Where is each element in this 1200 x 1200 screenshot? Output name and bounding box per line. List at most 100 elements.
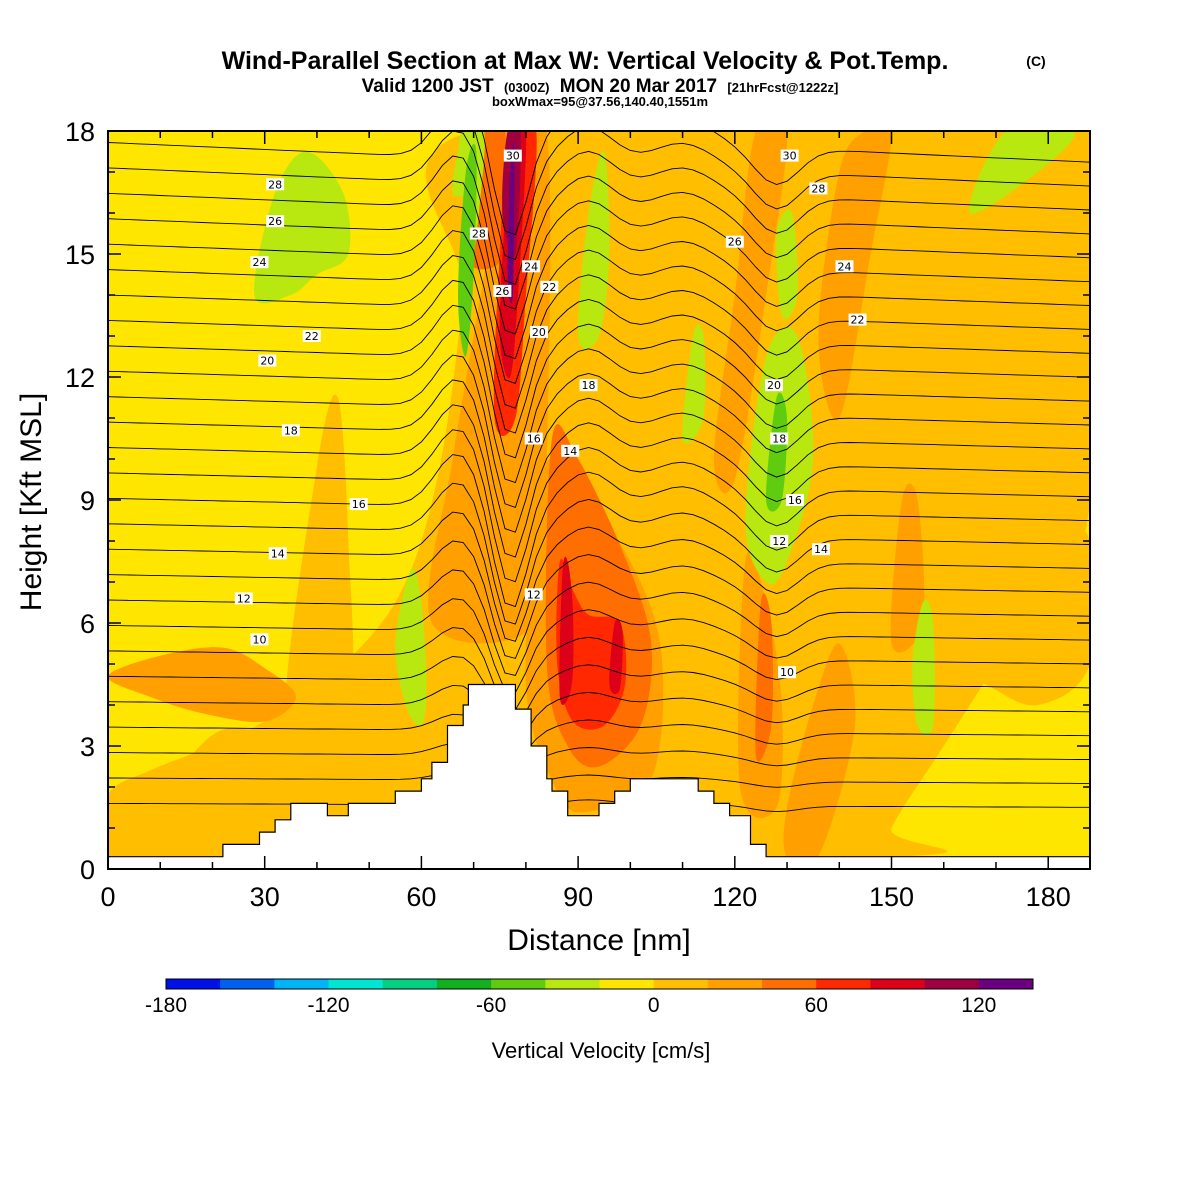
theta-label: 20: [258, 354, 277, 368]
plot-area: 30 28 26 24 22 20 18 16 14 12 28 26 24 22 20 18 16 14 12 10…: [108, 131, 1090, 869]
theta-label: 12: [234, 592, 253, 605]
colorbar-swatch: [816, 979, 871, 989]
theta-label: 18: [770, 432, 789, 446]
theta-label-text: 12: [237, 592, 251, 605]
theta-label-text: 10: [780, 666, 794, 679]
colorbar-tick-label: 0: [648, 994, 660, 1017]
theta-contour-line: [108, 540, 1090, 659]
colorbar-frame: [165, 978, 1034, 990]
theta-label-text: 26: [268, 215, 282, 228]
colorbar-tick-label: -180: [145, 994, 187, 1017]
theta-label: 14: [811, 543, 830, 556]
colorbar-swatch: [491, 979, 546, 989]
velocity-region: [890, 483, 925, 653]
theta-label: 28: [469, 227, 488, 241]
velocity-region: [284, 394, 354, 745]
colorbar-swatch: [599, 979, 655, 989]
y-tick-label: 0: [80, 855, 95, 885]
y-tick-label: 15: [65, 240, 95, 270]
theta-label-text: 28: [268, 178, 282, 191]
theta-label: 20: [764, 379, 783, 392]
theta-label: 30: [503, 149, 522, 163]
theta-label: 16: [349, 498, 368, 511]
x-tick-label: 30: [250, 882, 280, 912]
theta-label: 18: [579, 379, 598, 392]
theta-label: 14: [561, 444, 580, 458]
theta-contours: [108, 131, 1090, 821]
theta-label-text: 26: [495, 285, 509, 298]
theta-contour-line: [108, 131, 1090, 261]
theta-label-text: 18: [772, 433, 786, 446]
velocity-region: [577, 150, 610, 349]
theta-label-text: 22: [851, 314, 865, 327]
theta-label-text: 16: [527, 433, 541, 446]
valid-prefix: Valid 1200 JST: [362, 76, 494, 97]
theta-label: 22: [302, 330, 321, 343]
colorbar-tick-label: -60: [476, 994, 506, 1017]
theta-label: 22: [848, 313, 867, 327]
terrain-profile: [108, 683, 1090, 869]
theta-label-text: 24: [524, 260, 538, 273]
theta-label-text: 16: [352, 498, 366, 511]
theta-label-text: 18: [284, 424, 298, 437]
colorbar-swatch: [870, 979, 926, 989]
theta-contour-line: [108, 205, 1090, 360]
y-tick-label: 12: [65, 363, 95, 393]
x-axis-label: Distance [nm]: [507, 924, 690, 957]
colorbar-swatch: [382, 979, 438, 989]
theta-contour-line: [481, 131, 1090, 236]
theta-contour-line: [108, 713, 1090, 762]
theta-label-text: 24: [252, 256, 266, 269]
theta-label-text: 14: [814, 543, 828, 556]
theta-contour-line: [108, 404, 1090, 558]
theta-label-text: 28: [811, 182, 825, 195]
colorbar-swatch: [653, 979, 709, 989]
copyright-mark: (C): [1026, 53, 1045, 69]
theta-label-text: 22: [305, 330, 319, 343]
axis-ticks: [107, 130, 1090, 870]
theta-contour-line: [108, 569, 1090, 677]
theta-label-text: 16: [788, 494, 802, 507]
theta-contour-line: [108, 304, 1090, 459]
theta-label-text: 20: [767, 379, 781, 392]
velocity-region: [766, 392, 788, 512]
velocity-region: [755, 593, 774, 762]
velocity-region: [776, 209, 798, 320]
theta-contour-line: [108, 155, 1090, 310]
theta-label: 28: [809, 182, 828, 195]
theta-label-text: 18: [582, 379, 596, 392]
y-tick-label: 18: [65, 117, 95, 147]
theta-label-text: 20: [260, 355, 274, 368]
theta-label-text: 26: [728, 236, 742, 249]
y-tick-labels: 0 3 6 9 12 15 18: [65, 117, 95, 885]
velocity-region: [609, 618, 623, 695]
velocity-region: [507, 143, 515, 304]
velocity-region: [818, 131, 892, 421]
velocity-region: [783, 643, 856, 869]
colorbar-swatch: [166, 979, 221, 989]
theta-label-text: 30: [783, 150, 797, 163]
theta-contour-line: [108, 429, 1090, 583]
x-tick-label: 180: [1026, 882, 1071, 912]
velocity-region: [395, 568, 427, 727]
theta-contour-line: [108, 454, 1090, 608]
velocity-region: [713, 131, 788, 494]
y-tick-label: 6: [80, 609, 95, 639]
theta-contour-line: [108, 379, 1090, 533]
terrain: [108, 683, 1090, 869]
theta-contour-line: [108, 354, 1090, 508]
velocity-region: [912, 599, 935, 736]
theta-label: 24: [250, 256, 269, 269]
theta-label-text: 12: [527, 588, 541, 601]
velocity-region: [556, 558, 627, 730]
chart-subtitle: Valid 1200 JST (0300Z) MON 20 Mar 2017 […: [362, 76, 839, 97]
theta-label: 10: [250, 633, 269, 646]
valid-date: MON 20 Mar 2017: [560, 76, 717, 97]
theta-contour-line: [108, 255, 1090, 409]
theta-contour-line: [108, 656, 1090, 728]
valid-utc: (0300Z): [504, 80, 550, 95]
theta-contour-line: [108, 771, 1090, 796]
velocity-region: [969, 131, 1075, 214]
theta-contour-line: [108, 279, 1090, 434]
theta-contour-line: [108, 482, 1090, 625]
